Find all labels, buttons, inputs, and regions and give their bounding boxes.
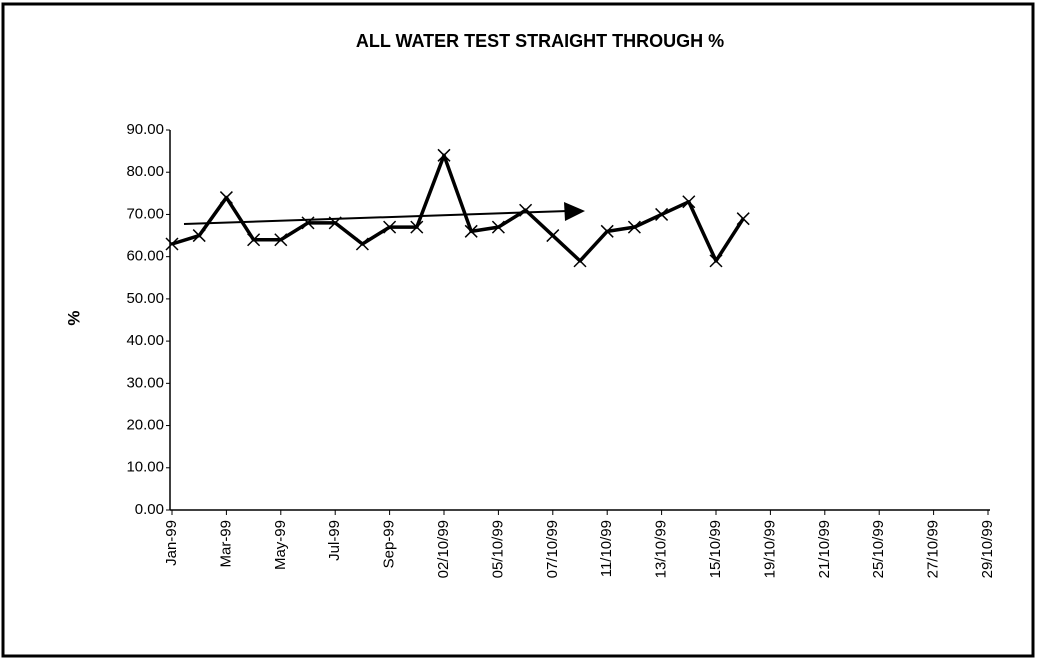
marker [328,216,342,230]
x-tick-label: Jan-99 [163,520,180,566]
marker [383,220,397,234]
x-tick-label: Jul-99 [326,520,343,561]
marker [410,220,424,234]
y-tick-label: 10.00 [126,459,164,476]
x-tick-label: 29/10/99 [979,520,996,578]
marker [573,254,587,268]
marker [519,203,533,217]
x-tick-label: Mar-99 [217,520,234,568]
y-tick-label: 20.00 [126,417,164,434]
x-tick-label: 05/10/99 [489,520,506,578]
y-tick-label: 60.00 [126,248,164,265]
marker [274,233,288,247]
series-line [171,153,745,263]
x-tick-label: 21/10/99 [816,520,833,578]
x-tick-label: 13/10/99 [653,520,670,578]
marker [219,191,233,205]
y-tick-label: 0.00 [135,501,164,518]
y-tick-label: 90.00 [126,121,164,138]
x-tick-label: Sep-99 [381,520,398,568]
marker [165,237,179,251]
x-tick-label: 07/10/99 [544,520,561,578]
x-tick-label: 19/10/99 [761,520,778,578]
marker [627,220,641,234]
x-tick-label: 27/10/99 [925,520,942,578]
marker [355,237,369,251]
x-tick-label: 02/10/99 [435,520,452,578]
marker [437,148,451,162]
marker [736,212,750,226]
y-tick-label: 40.00 [126,332,164,349]
y-tick-label: 50.00 [126,290,164,307]
trend-arrow-head [564,202,585,221]
marker [709,254,723,268]
y-axis-label: % [64,310,83,325]
marker [192,229,206,243]
marker [546,229,560,243]
x-tick-label: 15/10/99 [707,520,724,578]
x-tick-label: 11/10/99 [598,520,615,577]
marker [247,233,261,247]
y-tick-label: 70.00 [126,205,164,222]
marker [301,216,315,230]
marker [655,207,669,221]
x-tick-label: May-99 [272,520,289,570]
x-tick-label: 25/10/99 [870,520,887,578]
y-tick-label: 30.00 [126,374,164,391]
marker [682,195,696,209]
marker [600,224,614,238]
y-tick-label: 80.00 [126,163,164,180]
marker [491,220,505,234]
trend-arrow [183,210,569,225]
marker [464,224,478,238]
chart-title: ALL WATER TEST STRAIGHT THROUGH % [356,31,724,51]
